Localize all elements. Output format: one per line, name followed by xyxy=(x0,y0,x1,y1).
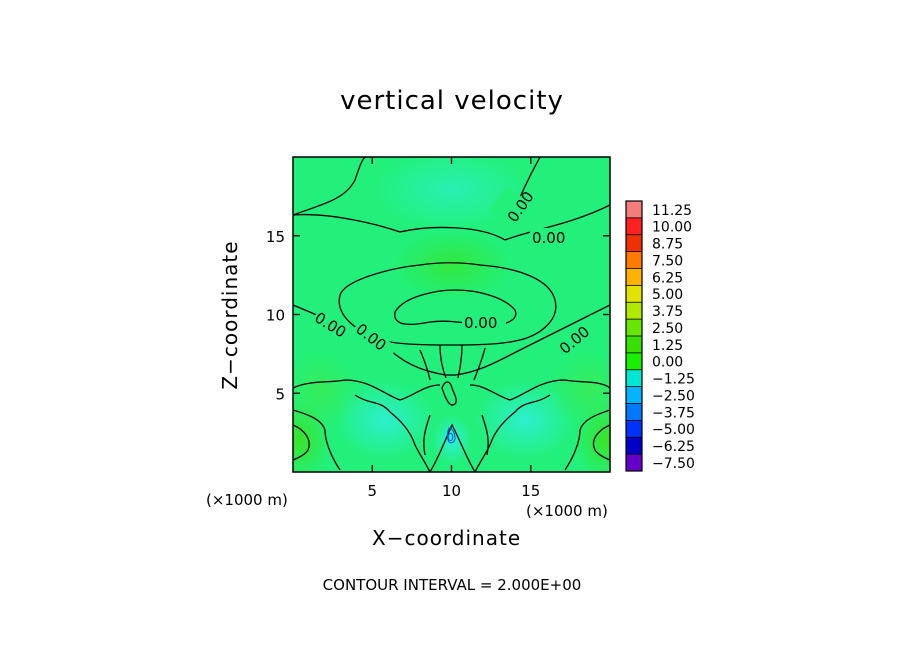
colorbar-label: 5.00 xyxy=(652,287,683,303)
contour-line xyxy=(354,394,431,472)
colorbar-frame xyxy=(625,200,643,472)
colorbar-swatch xyxy=(626,369,642,387)
contour-line xyxy=(423,414,489,456)
contour-label: 0.00 xyxy=(532,229,565,247)
contour-interval-note: CONTOUR INTERVAL = 2.000E+00 xyxy=(322,576,582,594)
contour-line xyxy=(293,379,441,401)
contour-line xyxy=(429,423,476,472)
contour-line xyxy=(394,289,517,327)
contour-line xyxy=(293,409,341,471)
colorbar-swatch xyxy=(626,336,642,354)
cyan-region-lower-left xyxy=(335,380,435,460)
x-tick-label: 15 xyxy=(521,482,540,500)
contour-label-bg xyxy=(530,228,572,244)
green-region-right-mid xyxy=(550,350,610,430)
colorbar-swatch xyxy=(626,352,642,371)
colorbar-swatch xyxy=(626,420,642,438)
contour-line xyxy=(564,409,610,471)
y-axis-label: Z−coordinate xyxy=(218,240,242,390)
colorbar-label: 8.75 xyxy=(652,237,683,253)
chart-title: vertical velocity xyxy=(340,86,564,116)
colorbar: 11.2510.008.757.506.255.003.752.501.250.… xyxy=(625,200,695,472)
contour-line xyxy=(293,424,310,461)
axis-ticks: 5 10 15 5 10 15 xyxy=(266,157,610,500)
contour-line xyxy=(419,344,486,381)
colorbar-label: −6.25 xyxy=(652,439,695,455)
colorbar-swatch xyxy=(626,454,642,472)
contour-line xyxy=(592,424,610,461)
contour-label: 0.00 xyxy=(464,314,497,332)
colorbar-swatch xyxy=(626,302,642,320)
cyan-region-center xyxy=(432,415,472,465)
colorbar-label: 11.25 xyxy=(652,203,692,219)
colorbar-swatch xyxy=(626,268,642,286)
colorbar-label: 0.00 xyxy=(652,355,683,371)
x-tick-label: 10 xyxy=(442,482,461,500)
contour-label-bg xyxy=(556,314,602,357)
contour-label-bg xyxy=(462,314,506,330)
y-tick-label: 10 xyxy=(266,307,285,325)
y-tick-label: 15 xyxy=(266,228,285,246)
contour-line xyxy=(293,157,366,216)
colorbar-label: 2.50 xyxy=(652,321,683,337)
negative-contour xyxy=(447,427,456,444)
contour-line xyxy=(504,204,610,241)
contour-line xyxy=(293,213,506,241)
colorbar-swatch xyxy=(626,251,642,269)
green-region-left-mid xyxy=(293,350,360,430)
colorbar-swatch xyxy=(626,437,642,455)
colorbar-label: −3.75 xyxy=(652,405,695,421)
x-axis-unit-left: (×1000 m) xyxy=(206,491,288,509)
colorbar-swatch xyxy=(626,386,642,404)
colorbar-label: 3.75 xyxy=(652,304,683,320)
green-region-center xyxy=(392,230,512,300)
contour-line xyxy=(469,379,610,401)
x-axis-label: X−coordinate xyxy=(372,526,522,550)
colorbar-label: 7.50 xyxy=(652,253,683,269)
colorbar-swatch xyxy=(626,234,642,252)
contour-label: 0 xyxy=(447,431,454,444)
colorbar-label: −7.50 xyxy=(652,456,695,472)
contour-label-bg xyxy=(351,319,398,361)
colorbar-swatch xyxy=(626,201,642,219)
colorbar-swatch xyxy=(626,403,642,421)
cyan-region-lower-right xyxy=(475,380,575,460)
colorbar-swatch xyxy=(626,217,642,236)
velocity-field xyxy=(293,157,610,472)
colorbar-swatch xyxy=(626,319,642,337)
x-tick-label: 5 xyxy=(367,482,377,500)
contour-label-bg xyxy=(489,186,531,228)
contour-line xyxy=(441,381,457,406)
colorbar-label: 6.25 xyxy=(652,270,683,286)
colorbar-label: 10.00 xyxy=(652,220,692,236)
contour-label-bg xyxy=(310,309,358,348)
x-axis-unit-right: (×1000 m) xyxy=(526,502,608,520)
contour-line xyxy=(474,394,551,472)
y-tick-label: 5 xyxy=(275,385,285,403)
colorbar-label: 1.25 xyxy=(652,338,683,354)
colorbar-swatch xyxy=(626,285,642,303)
colorbar-label: −2.50 xyxy=(652,388,695,404)
colorbar-label: −1.25 xyxy=(652,372,695,388)
colorbar-label: −5.00 xyxy=(652,422,695,438)
